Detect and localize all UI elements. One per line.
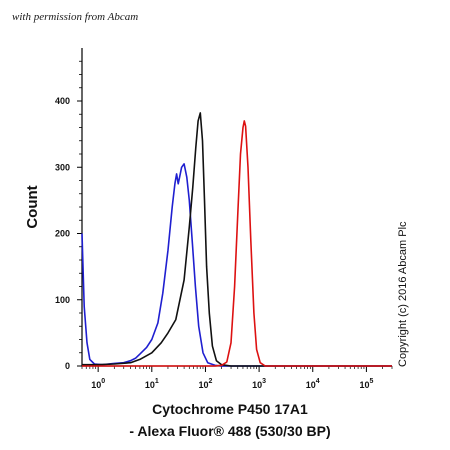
- series-line-3: [82, 120, 392, 367]
- y-tick-label: 0: [65, 361, 70, 371]
- permission-note: with permission from Abcam: [12, 11, 138, 23]
- x-tick-group: 100 101 102 103 104 105: [81, 366, 393, 390]
- x-tick-label: 104: [306, 378, 320, 390]
- x-tick-label: 103: [252, 378, 266, 390]
- x-tick-label: 102: [198, 378, 212, 390]
- series-line-1: [81, 163, 392, 367]
- x-axis-label-line2: - Alexa Fluor® 488 (530/30 BP): [129, 423, 330, 439]
- y-tick-label: 300: [55, 162, 70, 172]
- y-tick-label: 200: [55, 229, 70, 239]
- copyright-note: Copyright (c) 2016 Abcam Plc: [397, 221, 409, 367]
- y-tick-label: 100: [55, 295, 70, 305]
- series-group: [81, 112, 392, 367]
- x-tick-label: 105: [359, 378, 373, 390]
- series-line-2: [82, 112, 392, 367]
- x-tick-label: 100: [91, 378, 105, 390]
- y-axis-label: Count: [24, 185, 41, 228]
- x-tick-label: 101: [145, 378, 159, 390]
- y-tick-label: 400: [55, 96, 70, 106]
- y-tick-group: 0 100 200 300 400: [55, 60, 82, 371]
- plot-area: [81, 48, 392, 367]
- x-axis-label-line1: Cytochrome P450 17A1: [152, 401, 308, 417]
